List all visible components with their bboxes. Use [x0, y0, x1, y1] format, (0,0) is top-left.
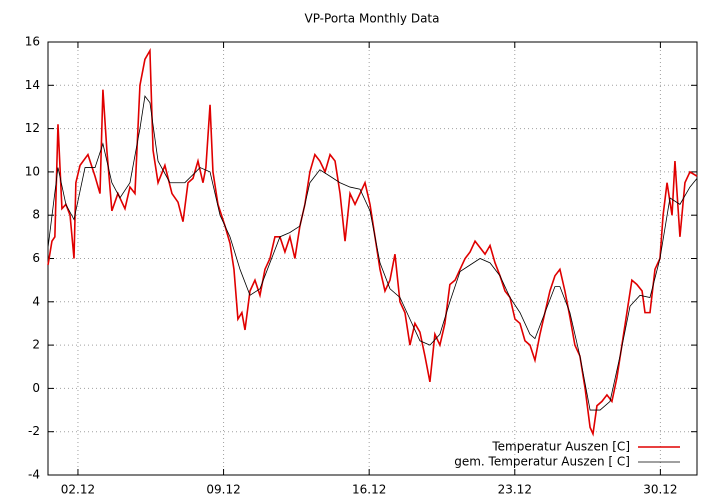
y-tick-label: 0	[32, 381, 40, 395]
x-tick-label: 09.12	[206, 483, 240, 497]
plot-border	[47, 41, 698, 476]
series-line	[47, 95, 698, 411]
series-line	[47, 47, 698, 437]
y-tick-label: 14	[25, 78, 40, 92]
chart-title: VP-Porta Monthly Data	[305, 12, 440, 26]
y-tick-label: 8	[32, 208, 40, 222]
y-tick-label: 16	[25, 35, 40, 49]
y-tick-label: -4	[28, 468, 40, 482]
y-tick-label: 2	[32, 338, 40, 352]
y-tick-label: 10	[25, 164, 40, 178]
y-tick-label: 6	[32, 251, 40, 265]
legend-label: Temperatur Auszen [C]	[491, 440, 630, 454]
y-tick-label: 4	[32, 294, 40, 308]
x-tick-label: 02.12	[61, 483, 95, 497]
y-tick-label: 12	[25, 121, 40, 135]
x-tick-label: 30.12	[643, 483, 677, 497]
legend-label: gem. Temperatur Auszen [ C]	[454, 455, 630, 469]
x-tick-label: 16.12	[352, 483, 386, 497]
y-tick-label: -2	[28, 424, 40, 438]
x-tick-label: 23.12	[498, 483, 532, 497]
